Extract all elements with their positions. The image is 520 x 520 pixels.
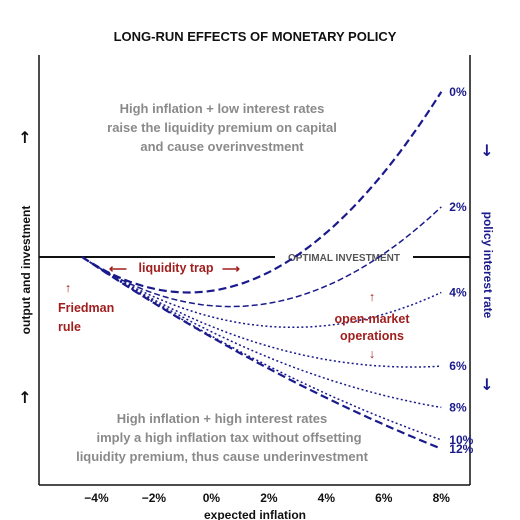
- series-label: 4%: [449, 285, 467, 299]
- x-tick-label: 0%: [203, 491, 221, 505]
- bottom-text-line-1: High inflation + high interest rates: [117, 411, 328, 426]
- series-label: 6%: [449, 359, 467, 373]
- bottom-text-line-3: liquidity premium, thus cause underinves…: [76, 449, 369, 464]
- open-market-label-line-1: open-market: [334, 312, 410, 326]
- rate-curve-2pct: [81, 206, 442, 308]
- top-text-line-1: High inflation + low interest rates: [120, 101, 325, 116]
- y-axis-label: output and investment: [19, 206, 33, 335]
- series-label: 8%: [449, 400, 467, 414]
- optimal-investment-label: OPTIMAL INVESTMENT: [288, 253, 400, 264]
- open-market-label-line-2: operations: [340, 329, 404, 343]
- series-label: 12%: [449, 442, 473, 456]
- series-label: 0%: [449, 85, 467, 99]
- x-tick-label: −2%: [142, 491, 167, 505]
- x-tick-label: 8%: [433, 491, 451, 505]
- rate-curve-10pct: [81, 256, 442, 441]
- x-tick-label: 4%: [318, 491, 336, 505]
- friedman-rule-label-line-2: rule: [58, 320, 81, 334]
- rate-curve-0pct: [81, 91, 443, 294]
- liquidity-trap-left-arrow: ⟵: [109, 262, 128, 276]
- rate-curve-12pct: [81, 256, 442, 450]
- friedman-rule-label-line-1: Friedman: [58, 301, 114, 315]
- series-label: 2%: [449, 200, 467, 214]
- open-market-arrow-up: ↑: [369, 290, 375, 304]
- series-labels: 0% 2% 4% 6% 8% 10%12%: [449, 85, 473, 456]
- x-tick-label: −4%: [84, 491, 109, 505]
- rate-curves: [81, 91, 443, 450]
- right-axis-down-arrow-bottom: ↓: [480, 375, 493, 394]
- rate-curve-4pct: [81, 256, 442, 329]
- x-ticks: −4% −2% 0% 2% 4% 6% 8%: [84, 491, 450, 505]
- x-tick-label: 2%: [260, 491, 278, 505]
- friedman-rule-arrow: ↑: [65, 281, 71, 295]
- x-axis-label: expected inflation: [204, 508, 306, 520]
- right-axis-label: policy interest rate: [481, 212, 495, 319]
- right-axis-down-arrow-top: ↓: [480, 141, 493, 160]
- liquidity-trap-right-arrow: ⟶: [222, 262, 241, 276]
- y-axis-up-arrow-bottom: ↑: [18, 388, 31, 407]
- optimal-investment-label-bg: [275, 250, 413, 264]
- open-market-arrow-down: ↓: [369, 347, 375, 361]
- chart-title: LONG-RUN EFFECTS OF MONETARY POLICY: [114, 29, 397, 44]
- top-text-line-3: and cause overinvestment: [140, 139, 304, 154]
- series-label: 10%: [449, 433, 473, 447]
- bottom-text-line-2: imply a high inflation tax without offse…: [96, 430, 361, 445]
- y-axis-up-arrow-top: ↑: [18, 128, 31, 147]
- x-tick-label: 6%: [375, 491, 393, 505]
- top-text-line-2: raise the liquidity premium on capital: [107, 120, 337, 135]
- liquidity-trap-label: liquidity trap: [139, 261, 214, 275]
